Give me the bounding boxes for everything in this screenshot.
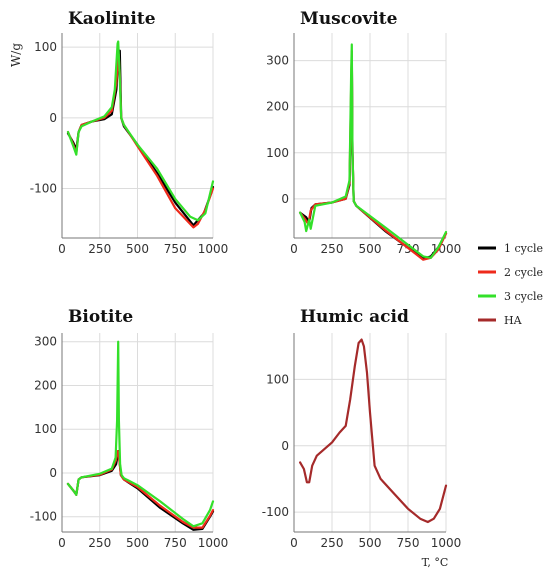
series-line-1-cycle — [299, 54, 448, 260]
x-tick-label: 0 — [290, 242, 298, 256]
y-tick-label: 100 — [266, 146, 289, 160]
y-tick-label: 100 — [34, 422, 57, 436]
legend-label: 1 cycle — [504, 242, 543, 255]
series-line-2-cycle — [66, 450, 215, 529]
y-tick-label: 0 — [281, 192, 289, 206]
x-tick-label: 1000 — [431, 536, 462, 550]
y-tick-label: 100 — [34, 40, 57, 54]
panel-title: Biotite — [68, 307, 133, 327]
x-axis-label: T, °C — [422, 556, 449, 569]
x-tick-label: 750 — [164, 242, 187, 256]
x-tick-label: 750 — [164, 536, 187, 550]
y-tick-label: 0 — [49, 111, 57, 125]
x-tick-label: 500 — [359, 536, 382, 550]
x-tick-label: 250 — [88, 242, 111, 256]
panel-humic-acid: Humic acid T, °C 0 250 500 750 1000 -100 0 100 — [262, 307, 462, 569]
series-line-3-cycle — [299, 43, 448, 259]
legend: 1 cycle 2 cycle 3 cycle HA — [478, 242, 543, 327]
series-line-3-cycle — [66, 40, 215, 222]
x-tick-label: 500 — [359, 242, 382, 256]
y-tick-label: 0 — [281, 439, 289, 453]
series-line-3-cycle — [66, 340, 215, 528]
panel-title: Kaolinite — [68, 9, 156, 29]
x-tick-label: 0 — [58, 536, 66, 550]
series-line-2-cycle — [66, 53, 215, 229]
legend-label: 2 cycle — [504, 266, 543, 279]
panel-title: Muscovite — [300, 9, 398, 29]
x-tick-label: 0 — [58, 242, 66, 256]
y-tick-label: 200 — [266, 100, 289, 114]
x-tick-label: 1000 — [198, 242, 229, 256]
x-tick-label: 0 — [290, 536, 298, 550]
series-line-2-cycle — [299, 50, 448, 261]
x-tick-label: 250 — [88, 536, 111, 550]
y-tick-label: -100 — [262, 505, 289, 519]
x-tick-label: 250 — [321, 536, 344, 550]
series-line-1-cycle — [66, 49, 215, 227]
y-tick-label: 100 — [266, 372, 289, 386]
y-tick-label: 0 — [49, 466, 57, 480]
y-tick-label: 300 — [34, 335, 57, 349]
x-tick-label: 500 — [126, 536, 149, 550]
legend-label: HA — [504, 314, 523, 327]
panel-kaolinite: Kaolinite 0 250 500 750 1000 -100 0 100 — [30, 9, 229, 256]
x-tick-label: 250 — [321, 242, 344, 256]
y-tick-label: 200 — [34, 378, 57, 392]
panel-title: Humic acid — [300, 307, 409, 327]
x-tick-label: 750 — [397, 536, 420, 550]
x-tick-label: 1000 — [198, 536, 229, 550]
legend-label: 3 cycle — [504, 290, 543, 303]
y-tick-label: -100 — [30, 510, 57, 524]
y-tick-label: 300 — [266, 54, 289, 68]
series-line-ha — [299, 338, 448, 524]
x-tick-label: 500 — [126, 242, 149, 256]
y-axis-label: W/g — [9, 43, 23, 67]
y-tick-label: -100 — [30, 182, 57, 196]
